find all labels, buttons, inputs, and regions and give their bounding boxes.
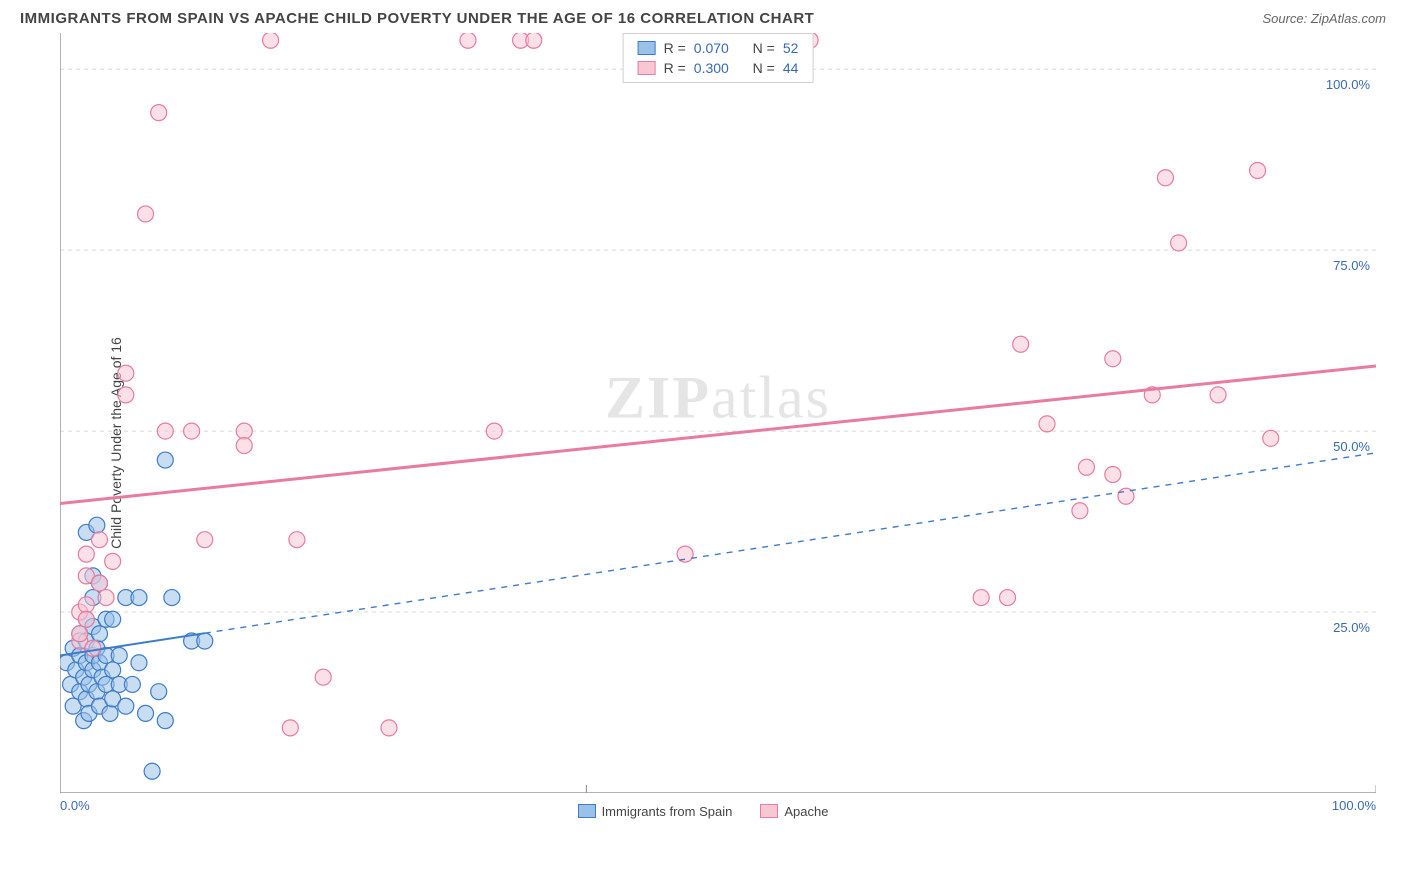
svg-text:75.0%: 75.0% xyxy=(1333,258,1370,273)
r-label: R = xyxy=(664,40,686,56)
legend-item: Apache xyxy=(760,804,828,819)
series-legend: Immigrants from Spain Apache xyxy=(20,804,1386,822)
r-value-1: 0.070 xyxy=(694,40,729,56)
swatch-icon xyxy=(760,804,778,818)
svg-text:100.0%: 100.0% xyxy=(1326,77,1371,92)
legend-row-series1: R = 0.070 N = 52 xyxy=(638,38,799,58)
r-value-2: 0.300 xyxy=(694,60,729,76)
n-value-2: 44 xyxy=(783,60,799,76)
swatch-series2 xyxy=(638,61,656,75)
n-label: N = xyxy=(753,60,775,76)
correlation-legend: R = 0.070 N = 52 R = 0.300 N = 44 xyxy=(623,33,814,83)
r-label: R = xyxy=(664,60,686,76)
svg-text:50.0%: 50.0% xyxy=(1333,439,1370,454)
source-attribution: Source: ZipAtlas.com xyxy=(1262,11,1386,26)
plot-area: 25.0%50.0%75.0%100.0% ZIPatlas R = 0.070… xyxy=(60,33,1376,793)
scatter-plot-svg: 25.0% 50.0% 75.0% 100.0% xyxy=(60,33,1376,793)
chart-container: Child Poverty Under the Age of 16 25.0%5… xyxy=(20,33,1386,853)
legend-item: Immigrants from Spain xyxy=(578,804,733,819)
n-label: N = xyxy=(753,40,775,56)
swatch-series1 xyxy=(638,41,656,55)
legend-label: Apache xyxy=(784,804,828,819)
swatch-icon xyxy=(578,804,596,818)
legend-label: Immigrants from Spain xyxy=(602,804,733,819)
header: IMMIGRANTS FROM SPAIN VS APACHE CHILD PO… xyxy=(20,10,1386,27)
chart-title: IMMIGRANTS FROM SPAIN VS APACHE CHILD PO… xyxy=(20,10,814,27)
n-value-1: 52 xyxy=(783,40,799,56)
svg-text:25.0%: 25.0% xyxy=(1333,620,1370,635)
legend-row-series2: R = 0.300 N = 44 xyxy=(638,58,799,78)
